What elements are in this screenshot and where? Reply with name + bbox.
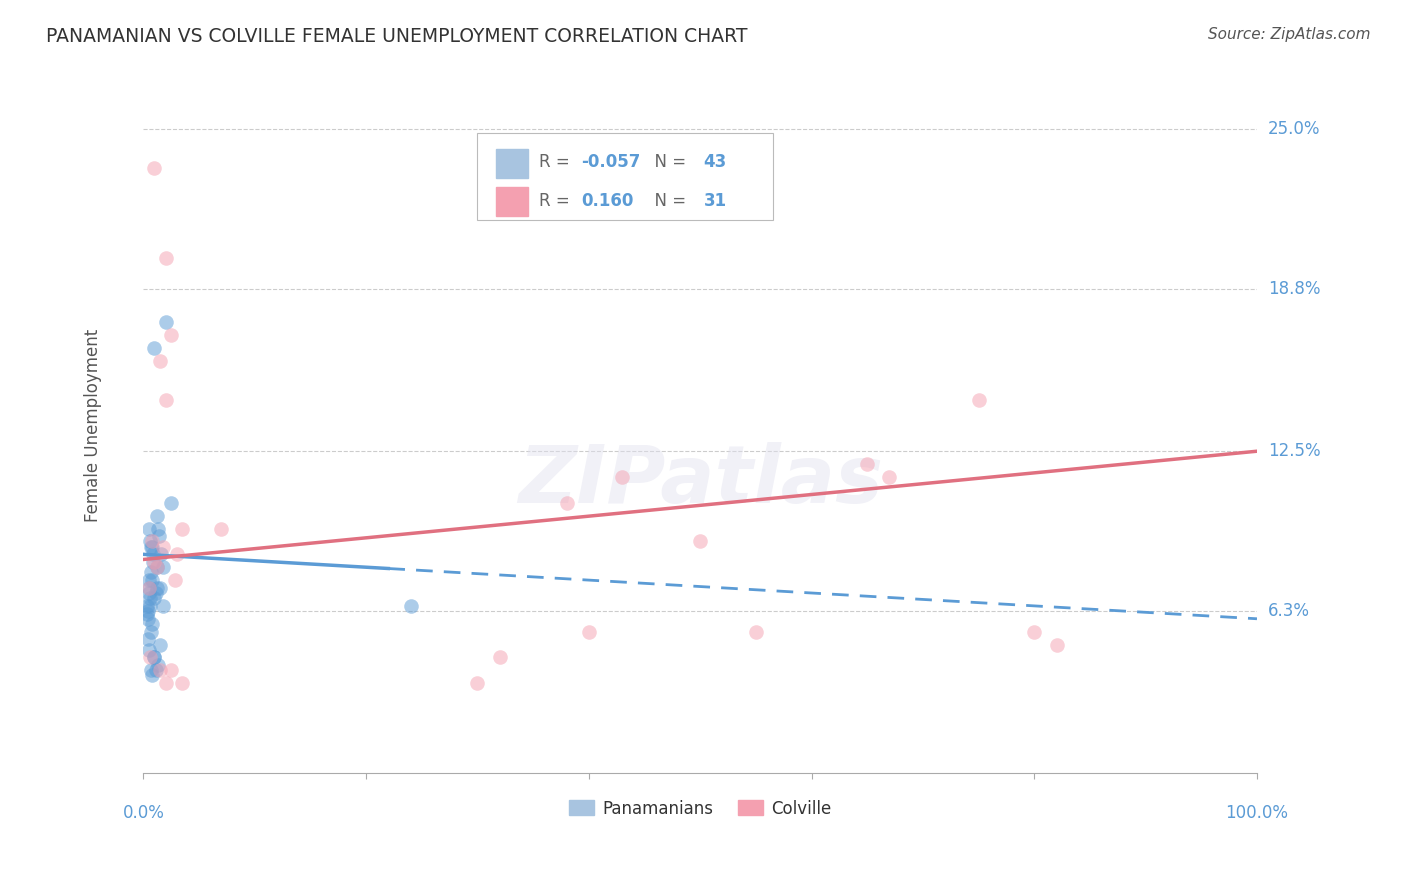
Panamanians <box>146 522 169 536</box>
Colville <box>160 663 183 677</box>
Colville <box>856 457 879 471</box>
Colville <box>689 534 711 549</box>
Panamanians <box>139 591 162 606</box>
Text: R =: R = <box>538 153 575 171</box>
Text: 0.160: 0.160 <box>581 192 633 210</box>
Panamanians <box>141 573 163 587</box>
FancyBboxPatch shape <box>496 149 527 178</box>
Text: 31: 31 <box>703 192 727 210</box>
Colville <box>139 650 162 665</box>
Panamanians <box>143 341 166 355</box>
Text: PANAMANIAN VS COLVILLE FEMALE UNEMPLOYMENT CORRELATION CHART: PANAMANIAN VS COLVILLE FEMALE UNEMPLOYME… <box>46 27 748 45</box>
Panamanians <box>138 581 160 595</box>
Panamanians <box>139 663 162 677</box>
Text: 12.5%: 12.5% <box>1268 442 1320 460</box>
Colville <box>879 470 901 484</box>
Panamanians <box>141 540 163 554</box>
Panamanians <box>143 650 166 665</box>
Colville <box>488 650 510 665</box>
Colville <box>467 676 489 690</box>
FancyBboxPatch shape <box>496 187 527 216</box>
Panamanians <box>145 586 167 600</box>
Panamanians <box>135 599 157 613</box>
Panamanians <box>148 529 170 543</box>
Panamanians <box>138 573 160 587</box>
Text: Source: ZipAtlas.com: Source: ZipAtlas.com <box>1208 27 1371 42</box>
Panamanians <box>145 663 167 677</box>
Panamanians <box>136 612 159 626</box>
Colville <box>209 522 232 536</box>
Panamanians <box>142 547 165 561</box>
Colville <box>166 547 188 561</box>
Panamanians <box>143 591 166 606</box>
Colville <box>172 522 194 536</box>
Panamanians <box>139 624 162 639</box>
Colville <box>172 676 194 690</box>
Colville <box>149 354 172 368</box>
Colville <box>967 392 990 407</box>
Text: 18.8%: 18.8% <box>1268 280 1320 298</box>
Panamanians <box>142 555 165 569</box>
Panamanians <box>136 604 159 618</box>
Colville <box>163 573 186 587</box>
Panamanians <box>139 534 162 549</box>
Colville <box>612 470 634 484</box>
Colville <box>1045 638 1067 652</box>
Panamanians <box>145 560 167 574</box>
Panamanians <box>145 508 167 523</box>
Panamanians <box>138 642 160 657</box>
Panamanians <box>139 566 162 580</box>
Text: 100.0%: 100.0% <box>1226 804 1288 822</box>
Colville <box>141 534 163 549</box>
Panamanians <box>138 586 160 600</box>
Colville <box>1024 624 1046 639</box>
Panamanians <box>141 616 163 631</box>
Text: N =: N = <box>644 192 692 210</box>
Panamanians <box>160 496 183 510</box>
Colville <box>143 555 166 569</box>
Text: ZIPatlas: ZIPatlas <box>517 442 883 520</box>
Panamanians <box>152 560 174 574</box>
Panamanians <box>143 650 166 665</box>
Colville <box>555 496 578 510</box>
Text: -0.057: -0.057 <box>581 153 640 171</box>
Text: Female Unemployment: Female Unemployment <box>84 329 103 522</box>
Text: 43: 43 <box>703 153 727 171</box>
Text: 6.3%: 6.3% <box>1268 602 1310 620</box>
Text: 25.0%: 25.0% <box>1268 120 1320 138</box>
Text: R =: R = <box>538 192 575 210</box>
Colville <box>155 392 177 407</box>
Panamanians <box>155 315 177 329</box>
Panamanians <box>399 599 422 613</box>
Colville <box>578 624 600 639</box>
Colville <box>155 251 177 265</box>
Colville <box>149 663 172 677</box>
Legend: Panamanians, Colville: Panamanians, Colville <box>562 793 838 824</box>
Panamanians <box>136 632 159 647</box>
Colville <box>155 676 177 690</box>
FancyBboxPatch shape <box>478 133 772 220</box>
Panamanians <box>145 581 167 595</box>
Colville <box>138 581 160 595</box>
Panamanians <box>149 581 172 595</box>
Panamanians <box>150 547 173 561</box>
Colville <box>745 624 768 639</box>
Colville <box>145 560 167 574</box>
Panamanians <box>135 607 157 621</box>
Panamanians <box>141 668 163 682</box>
Text: 0.0%: 0.0% <box>122 804 165 822</box>
Panamanians <box>146 658 169 673</box>
Colville <box>152 540 174 554</box>
Colville <box>143 161 166 175</box>
Colville <box>160 328 183 343</box>
Panamanians <box>152 599 174 613</box>
Panamanians <box>139 540 162 554</box>
Panamanians <box>139 599 162 613</box>
Panamanians <box>149 638 172 652</box>
Panamanians <box>138 522 160 536</box>
Text: N =: N = <box>644 153 692 171</box>
